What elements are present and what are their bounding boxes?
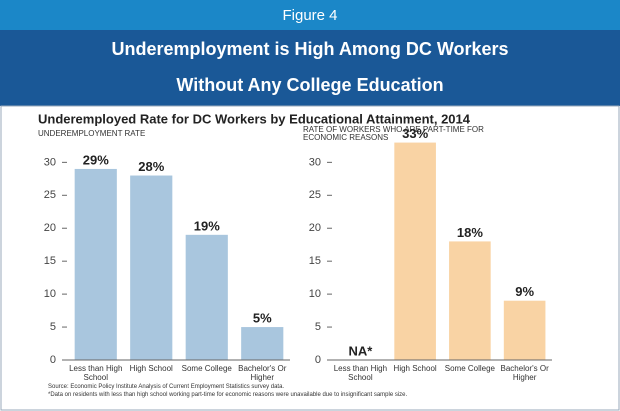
figure-band [0, 0, 620, 30]
bar [241, 327, 284, 360]
y-tick-label: 0 [315, 354, 321, 366]
bar [74, 168, 117, 360]
chart-heading: Underemployed Rate for DC Workers by Edu… [38, 111, 471, 126]
value-label: 5% [253, 310, 272, 325]
value-label: 29% [83, 152, 109, 167]
x-tick-label: High School [129, 364, 173, 373]
title: Underemployment is High Among DC Workers [111, 39, 508, 59]
y-tick-label: 25 [44, 189, 56, 201]
y-tick-label: 5 [315, 321, 321, 333]
value-label: NA* [348, 343, 373, 358]
value-label: 33% [402, 126, 428, 141]
bar [185, 234, 228, 360]
y-tick-label: 20 [44, 222, 56, 234]
x-tick-label: High School [393, 364, 437, 373]
x-tick-label: Bachelor's Or Higher [238, 364, 287, 382]
y-tick-label: 30 [309, 156, 321, 168]
chart-subtitle: UNDEREMPLOYMENT RATE [38, 129, 145, 138]
title: Without Any College Education [176, 75, 443, 95]
bar [394, 142, 436, 360]
y-tick-label: 30 [44, 156, 56, 168]
x-tick-label: Less than High School [333, 364, 388, 382]
title-band [0, 30, 620, 106]
y-tick-label: 20 [309, 222, 321, 234]
y-tick-label: 0 [50, 354, 56, 366]
x-tick-label: Bachelor's Or Higher [500, 364, 549, 382]
y-tick-label: 10 [44, 288, 56, 300]
y-tick-label: 15 [44, 255, 56, 267]
y-tick-label: 25 [309, 189, 321, 201]
chart-subtitle: RATE OF WORKERS WHO ARE PART-TIME FOR ECO… [303, 125, 484, 142]
y-tick-label: 10 [309, 288, 321, 300]
source: Source: Economic Policy Institute Analys… [48, 384, 285, 390]
x-tick-label: Some College [444, 364, 495, 373]
figure-label: Figure 4 [282, 7, 337, 24]
value-label: 9% [515, 284, 534, 299]
bar [503, 300, 546, 360]
value-label: 18% [457, 225, 483, 240]
bar [130, 175, 173, 360]
y-tick-label: 15 [309, 255, 321, 267]
x-tick-label: Some College [181, 364, 232, 373]
bar [449, 241, 491, 360]
frame [0, 105, 620, 411]
y-tick-label: 5 [50, 321, 56, 333]
value-label: 28% [138, 159, 164, 174]
note: *Data on residents with less than high s… [48, 392, 408, 398]
x-tick-label: Less than High School [69, 364, 123, 382]
value-label: 19% [194, 218, 220, 233]
